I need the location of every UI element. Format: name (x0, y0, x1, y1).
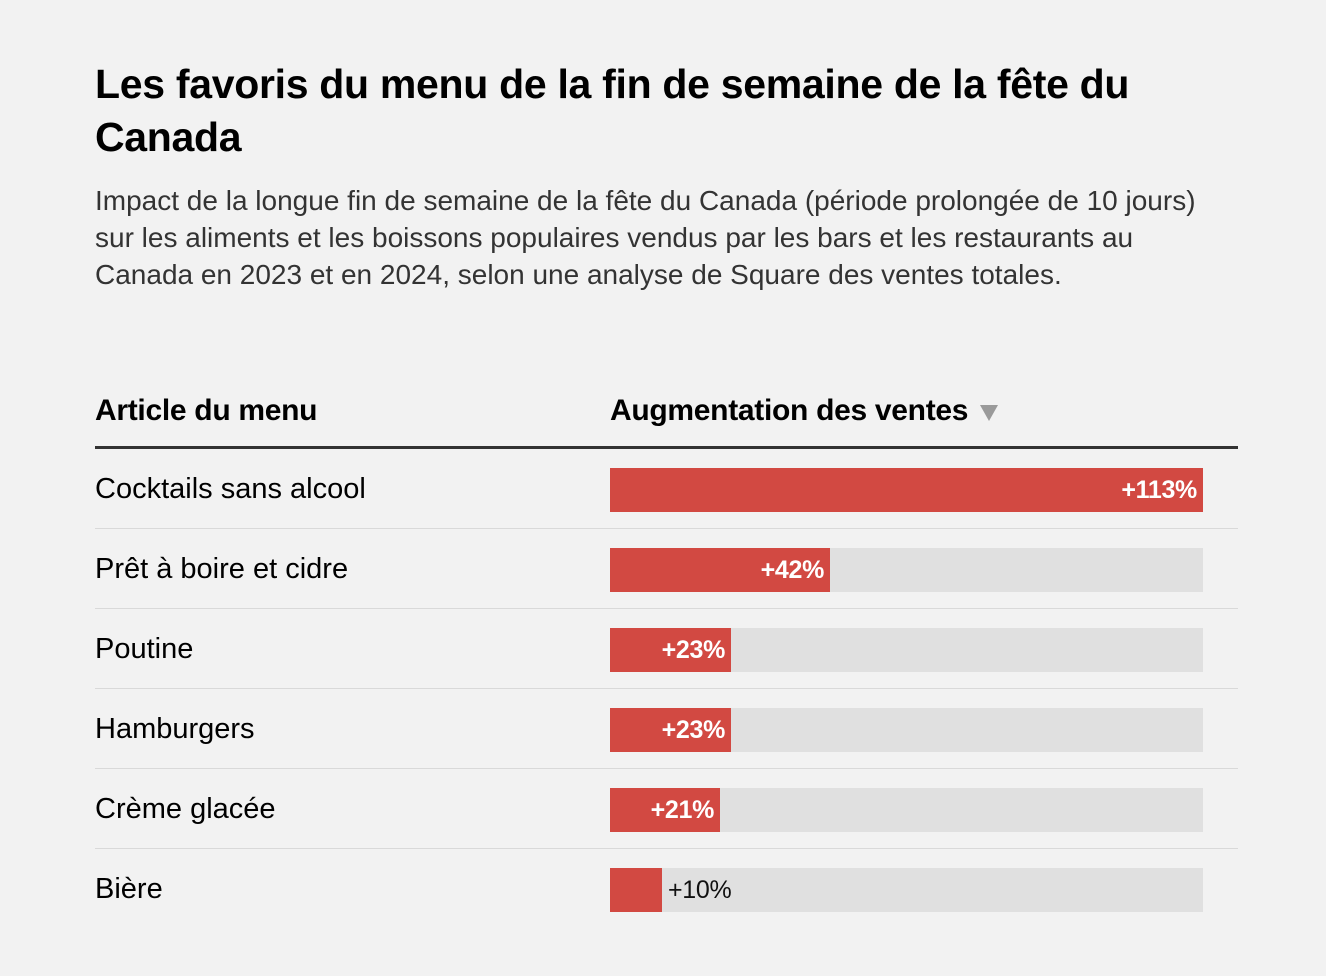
column-header-sales-increase-label: Augmentation des ventes (610, 394, 969, 427)
item-label: Prêt à boire et cidre (95, 553, 349, 585)
column-header-item[interactable]: Article du menu (95, 394, 318, 427)
item-label: Hamburgers (95, 713, 255, 745)
table-row: Poutine +23% (95, 609, 1238, 689)
table-row: Prêt à boire et cidre +42% (95, 529, 1238, 609)
item-label: Poutine (95, 633, 194, 665)
data-label: +21% (650, 796, 715, 824)
chart-header: Les favoris du menu de la fin de semaine… (95, 58, 1238, 293)
data-label: +10% (668, 876, 732, 904)
bar (610, 468, 1203, 512)
data-label: +23% (661, 716, 726, 744)
item-label: Crème glacée (95, 793, 276, 825)
table-body: Cocktails sans alcool +113% Prêt à boire e… (95, 449, 1238, 928)
table-row: Bière +10% (95, 849, 1238, 928)
bar (610, 708, 731, 752)
bar (610, 628, 731, 672)
bar-track: +23% (610, 628, 1203, 672)
bar (610, 548, 830, 592)
bar-track: +10% (610, 868, 1203, 912)
column-header-sales-increase[interactable]: Augmentation des ventes (610, 390, 999, 432)
bar (610, 868, 662, 912)
item-label: Cocktails sans alcool (95, 473, 366, 505)
table-row: Crème glacée +21% (95, 769, 1238, 849)
sales-table: Article du menu Augmentation des ventes … (95, 390, 1238, 928)
item-label: Bière (95, 873, 163, 905)
bar-track: +42% (610, 548, 1203, 592)
table-header: Article du menu Augmentation des ventes (95, 390, 1238, 449)
bar-track: +113% (610, 468, 1203, 512)
chart-title: Les favoris du menu de la fin de semaine… (95, 61, 1130, 160)
table-row: Hamburgers +23% (95, 689, 1238, 769)
sort-descending-icon[interactable] (980, 405, 999, 421)
chart-subtitle: Impact de la longue fin de semaine de la… (95, 185, 1196, 290)
bar-track: +23% (610, 708, 1203, 752)
data-label: +113% (1121, 476, 1197, 504)
bar (610, 788, 720, 832)
data-label: +23% (661, 636, 726, 664)
data-label: +42% (760, 556, 825, 584)
table-row: Cocktails sans alcool +113% (95, 449, 1238, 529)
bar-track: +21% (610, 788, 1203, 832)
